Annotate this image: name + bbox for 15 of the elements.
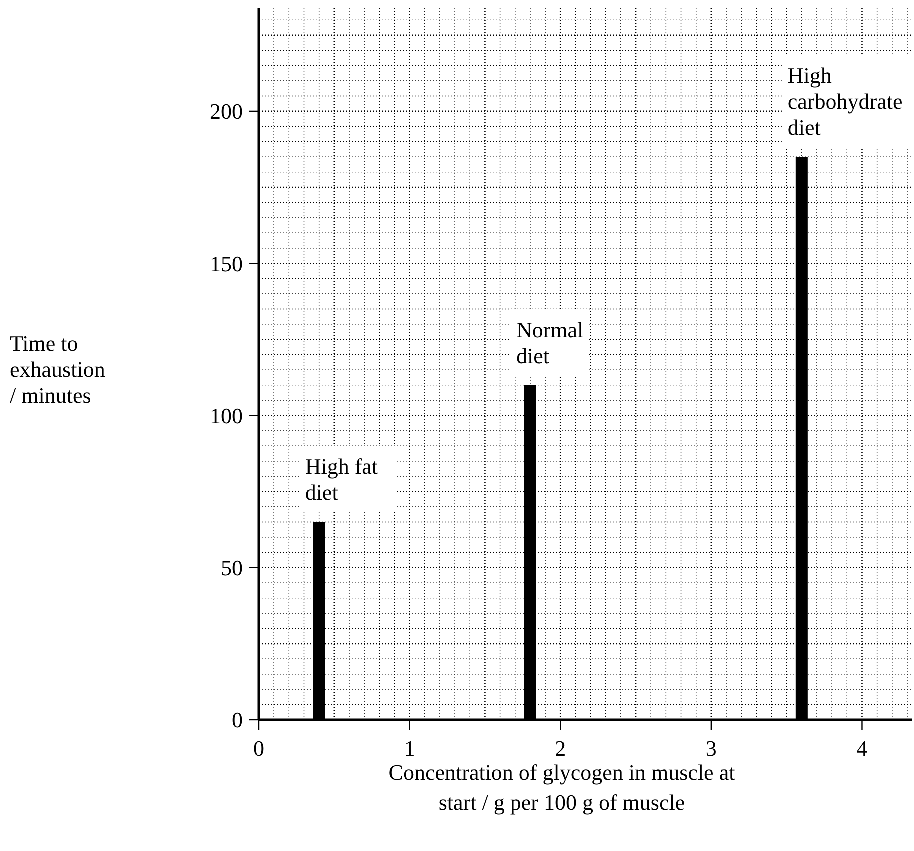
x-tick-label: 4: [856, 736, 868, 761]
x-tick-label: 3: [706, 736, 717, 761]
y-tick-label: 150: [210, 251, 243, 276]
y-axis-title: Time to exhaustion / minutes: [10, 331, 106, 408]
annotation: High fat diet: [305, 454, 378, 506]
y-tick-label: 100: [210, 403, 243, 428]
y-tick-label: 200: [210, 99, 243, 124]
annotation: Normal diet: [516, 317, 584, 368]
annotation: High carbohydrate diet: [788, 63, 903, 140]
x-tick-label: 1: [404, 736, 416, 761]
y-tick-label: 50: [221, 556, 243, 581]
x-axis-title: Concentration of glycogen in muscle at start / g per 100 g of muscle: [388, 760, 736, 815]
y-tick-label: 0: [232, 708, 243, 733]
x-tick-label: 2: [555, 736, 566, 761]
x-tick-label: 0: [254, 736, 264, 761]
